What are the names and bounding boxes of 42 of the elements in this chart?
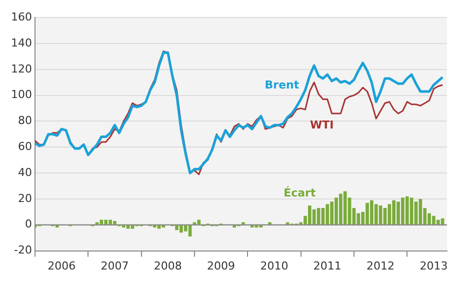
- bar: [388, 204, 392, 224]
- bar: [312, 209, 316, 224]
- y-tick-label: 60: [18, 140, 32, 154]
- bar: [321, 208, 325, 224]
- bar: [405, 196, 409, 224]
- bar: [104, 220, 108, 224]
- bar: [418, 198, 422, 224]
- y-tick-label: 160: [10, 10, 32, 24]
- y-tick-label: -20: [14, 244, 32, 257]
- bar: [440, 218, 444, 224]
- bar: [197, 220, 201, 224]
- x-tick-label: 2012: [366, 259, 395, 272]
- x-tick-label: 2009: [207, 259, 236, 272]
- y-tick-label: 20: [18, 192, 32, 205]
- bar: [378, 205, 382, 224]
- bar: [343, 191, 347, 224]
- series-label: Brent: [264, 78, 300, 92]
- bar: [157, 225, 161, 229]
- x-tick-label: 2010: [260, 259, 288, 272]
- series-label: Écart: [284, 185, 316, 200]
- bar: [410, 198, 414, 224]
- bar: [383, 208, 387, 224]
- x-tick-label: 2011: [313, 259, 342, 272]
- bar: [316, 208, 320, 224]
- y-tick-label: 80: [18, 114, 32, 128]
- bar: [326, 204, 330, 224]
- y-tick-label: 40: [18, 166, 32, 179]
- y-tick-label: 120: [10, 62, 32, 76]
- y-tick-label: 100: [10, 88, 32, 102]
- x-tick-label: 2013: [420, 259, 448, 272]
- y-tick-label: 140: [10, 36, 32, 50]
- bar: [130, 225, 134, 229]
- x-tick-label: 2007: [100, 259, 129, 272]
- bar: [436, 220, 440, 224]
- bar: [100, 220, 104, 224]
- y-tick-label: 0: [24, 218, 32, 231]
- bar: [374, 204, 378, 224]
- series-label: WTI: [310, 118, 334, 132]
- bar: [126, 225, 130, 229]
- bar: [414, 202, 418, 224]
- x-tick-label: 2008: [154, 259, 182, 272]
- x-tick-label: 2006: [48, 259, 76, 272]
